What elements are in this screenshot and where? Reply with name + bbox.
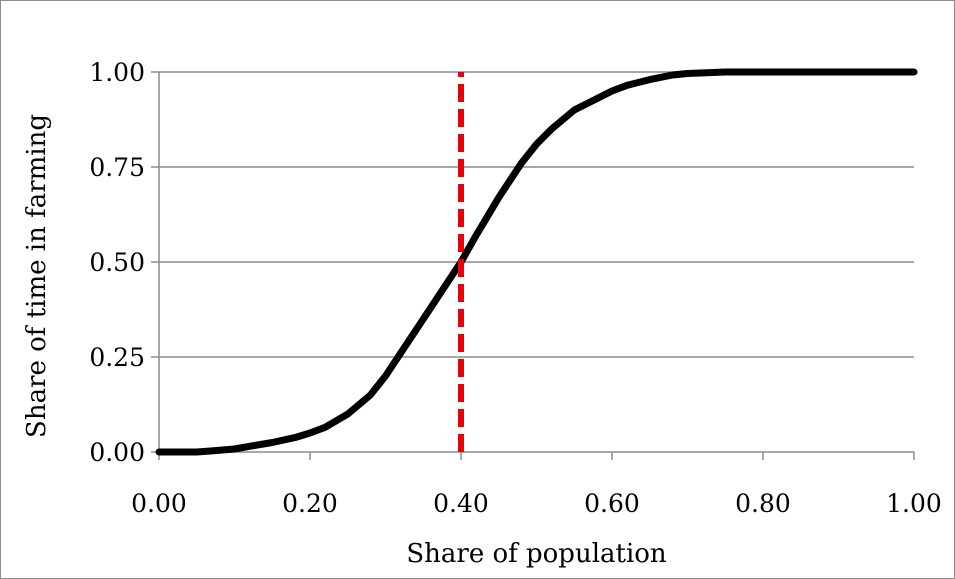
- y-axis-title: Share of time in farming: [22, 114, 52, 438]
- x-tick-label: 0.60: [584, 489, 640, 518]
- tick-layer: 0.00 0.25 0.50 0.75 1.00 0.00 0.20 0.40 0.60 0.80…: [89, 58, 942, 518]
- y-tick-label: 1.00: [89, 58, 145, 87]
- x-tick-label: 0.80: [735, 489, 791, 518]
- y-tick-label: 0.00: [89, 438, 145, 467]
- axis-layer: [151, 71, 915, 460]
- y-tick-label: 0.50: [89, 248, 145, 277]
- x-tick-label: 0.20: [282, 489, 338, 518]
- x-tick-label: 0.00: [131, 489, 187, 518]
- series-layer: [155, 68, 918, 456]
- y-tick-label: 0.75: [89, 153, 145, 182]
- x-tick-label: 1.00: [886, 489, 942, 518]
- x-tick-label: 0.40: [433, 489, 489, 518]
- x-axis-title: Share of population: [406, 539, 667, 569]
- y-tick-label: 0.25: [89, 343, 145, 372]
- grid-layer: [159, 71, 914, 358]
